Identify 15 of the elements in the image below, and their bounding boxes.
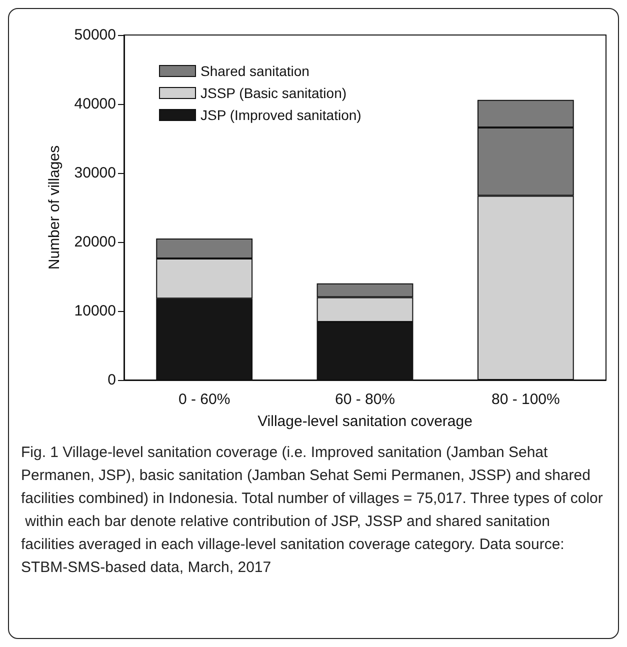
- legend-label: JSSP (Basic sanitation): [200, 85, 347, 101]
- legend-label: Shared sanitation: [200, 63, 310, 79]
- y-axis-title: Number of villages: [46, 145, 63, 270]
- y-tick-label: 50000: [74, 26, 116, 44]
- y-tick-label: 40000: [74, 96, 116, 112]
- x-tick-label: 60 - 80%: [334, 391, 396, 408]
- caption: Fig. 1 Village-level sanitation coverage (i.e. Improved sanitation (Jamban Sehat Permanen, JSP), basic sanitation (Jamban Sehat Semi Permanen, JSSP) and shared facilities combined) in Indonesia. Total number of villages = 75,017. Three types of color within each bar denote relative contribution of JSP, JSSP and shared sanitation facilities averaged in each village-level sanitation coverage category. Data source: STBM-SMS-based data, March, 2017: [21, 444, 603, 576]
- x-tick-label: 0 - 60%: [178, 391, 230, 408]
- legend-label: JSP (Improved sanitation): [200, 107, 362, 123]
- y-tick-label: 20000: [74, 234, 116, 250]
- x-axis-title: Village-level sanitation coverage: [258, 413, 472, 430]
- y-tick-label: 0: [108, 372, 116, 388]
- y-tick-label: 10000: [74, 302, 116, 320]
- x-tick-label: 80 - 100%: [491, 391, 560, 408]
- y-tick-label: 30000: [74, 164, 116, 182]
